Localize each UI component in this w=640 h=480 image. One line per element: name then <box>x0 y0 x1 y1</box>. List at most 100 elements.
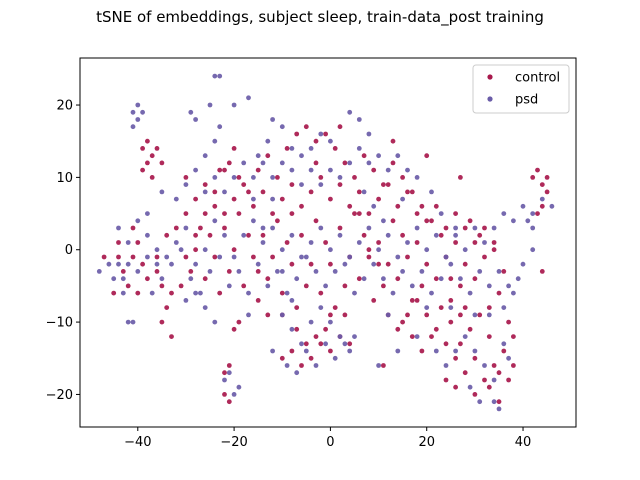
control-point <box>120 269 126 274</box>
control-point <box>462 305 468 310</box>
psd-point <box>361 276 367 282</box>
control-point <box>159 319 165 325</box>
control-point <box>116 254 121 260</box>
control-point <box>535 211 540 217</box>
control-point <box>371 298 377 303</box>
psd-point <box>347 109 353 115</box>
control-point <box>270 254 275 260</box>
control-point <box>198 225 203 231</box>
control-point <box>284 240 290 245</box>
control-point <box>183 175 189 180</box>
psd-point <box>530 247 536 253</box>
psd-point <box>265 138 271 144</box>
psd-point <box>352 290 357 296</box>
psd-point <box>294 276 300 282</box>
psd-point <box>501 305 507 310</box>
psd-point <box>260 225 266 231</box>
psd-point <box>183 298 189 303</box>
control-point <box>424 153 430 159</box>
psd-point <box>332 269 338 274</box>
psd-point <box>366 131 372 137</box>
control-point <box>149 153 155 159</box>
y-axis: −20 −10 0 10 20 <box>46 99 80 403</box>
control-point <box>246 232 251 238</box>
psd-point <box>202 247 208 253</box>
control-point <box>212 254 218 260</box>
psd-point <box>251 218 256 224</box>
psd-point <box>366 160 372 166</box>
psd-point <box>231 392 237 397</box>
psd-point <box>356 240 362 245</box>
control-point <box>405 254 410 260</box>
control-point <box>328 196 333 202</box>
psd-point <box>130 124 136 130</box>
control-point <box>453 211 458 217</box>
control-point <box>347 341 353 347</box>
psd-point <box>376 247 381 253</box>
control-point <box>231 146 237 151</box>
psd-point <box>231 175 237 180</box>
psd-point <box>433 348 439 354</box>
psd-point <box>222 189 227 195</box>
control-point <box>212 203 218 209</box>
psd-point <box>347 254 353 260</box>
psd-point <box>381 276 386 282</box>
control-point <box>448 298 454 303</box>
psd-point <box>279 160 285 166</box>
control-point <box>308 189 314 195</box>
control-point <box>385 182 391 188</box>
psd-point <box>511 218 516 224</box>
psd-point <box>270 175 275 180</box>
psd-point <box>371 261 377 267</box>
psd-point <box>212 175 218 180</box>
control-point <box>462 261 468 267</box>
control-point <box>419 283 425 289</box>
psd-point <box>222 377 227 383</box>
control-point <box>251 203 256 209</box>
psd-point <box>284 290 290 296</box>
psd-point <box>226 283 232 289</box>
control-point <box>544 175 550 180</box>
psd-point <box>135 102 141 108</box>
control-point <box>241 283 247 289</box>
control-point <box>424 218 430 224</box>
psd-point <box>120 290 126 296</box>
control-point <box>433 276 439 282</box>
control-point <box>169 334 174 339</box>
y-tick-label: 10 <box>56 171 73 186</box>
psd-point <box>419 269 425 274</box>
control-point <box>270 211 275 217</box>
psd-point <box>303 254 309 260</box>
psd-point <box>482 363 487 368</box>
control-point <box>294 305 300 310</box>
control-point <box>125 283 131 289</box>
psd-point <box>135 117 141 122</box>
psd-point <box>506 355 511 361</box>
psd-point <box>462 334 468 339</box>
psd-point <box>212 138 218 144</box>
control-point <box>458 175 463 180</box>
control-point <box>217 167 223 173</box>
psd-point <box>207 102 213 108</box>
psd-point <box>255 153 261 159</box>
psd-point <box>154 261 160 267</box>
psd-point <box>438 211 444 217</box>
psd-point <box>116 261 121 267</box>
psd-point <box>231 102 237 108</box>
control-point <box>178 283 184 289</box>
psd-point <box>217 73 223 79</box>
control-point <box>328 261 333 267</box>
psd-point <box>342 261 348 267</box>
psd-point <box>472 312 478 318</box>
psd-point <box>279 269 285 274</box>
control-point <box>424 312 430 318</box>
control-point <box>472 276 478 282</box>
psd-point <box>361 189 367 195</box>
psd-point <box>255 261 261 267</box>
psd-point <box>414 175 420 180</box>
psd-point <box>443 363 449 368</box>
control-point <box>222 392 227 397</box>
legend-marker-psd <box>487 96 493 102</box>
psd-point <box>130 319 136 325</box>
